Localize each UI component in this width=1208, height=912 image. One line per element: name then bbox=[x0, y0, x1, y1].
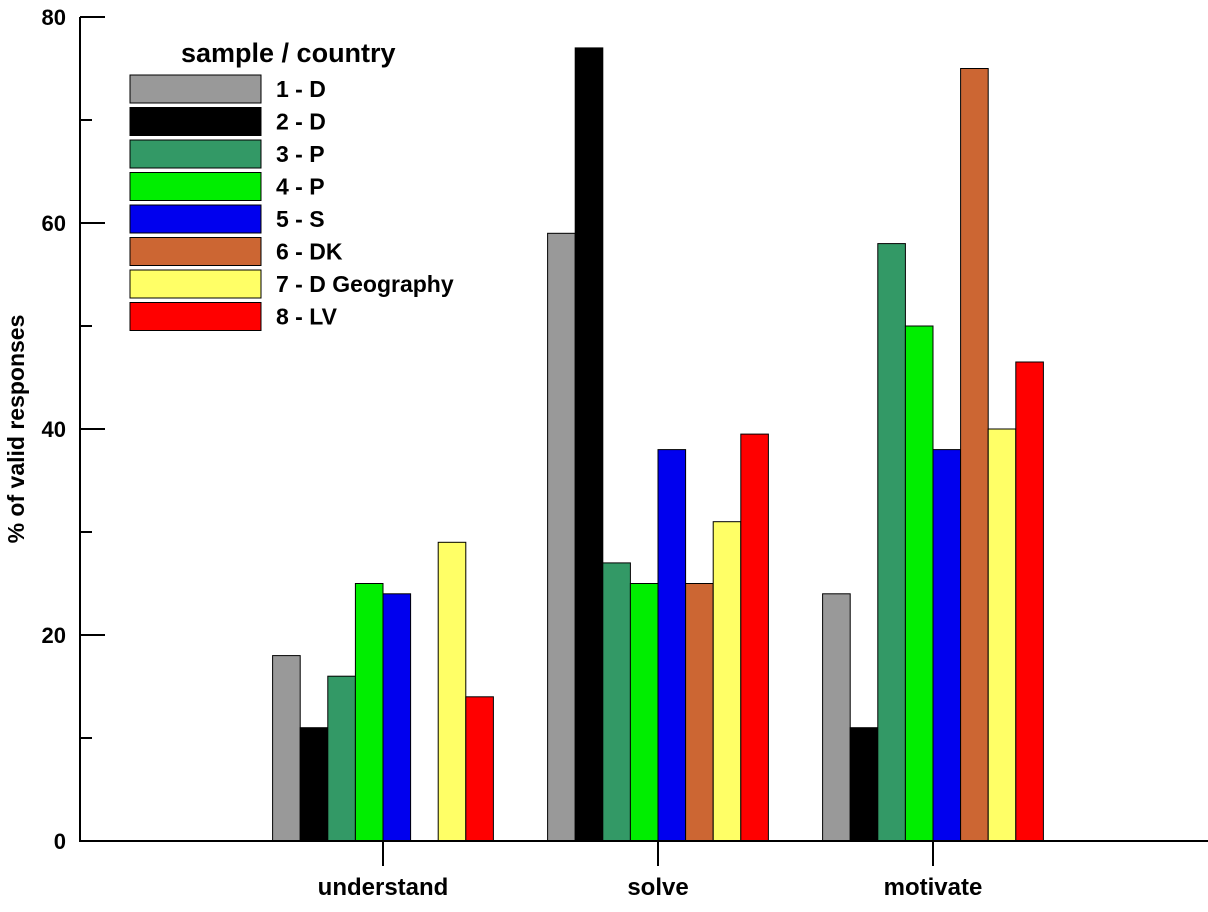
legend-label-6: 6 - DK bbox=[276, 239, 343, 265]
legend-swatch-7 bbox=[129, 269, 262, 299]
bar-motivate-6 bbox=[960, 68, 989, 842]
legend-swatch-8 bbox=[129, 302, 262, 331]
legend-label-7: 7 - D Geography bbox=[276, 271, 454, 297]
legend-label-8: 8 - LV bbox=[276, 304, 338, 330]
bar-understand-8 bbox=[465, 696, 494, 842]
bar-understand-7 bbox=[437, 541, 467, 842]
bar-solve-8 bbox=[740, 433, 769, 842]
bar-motivate-5 bbox=[932, 449, 962, 842]
bar-solve-1 bbox=[547, 232, 576, 842]
legend-swatch-4 bbox=[129, 172, 262, 201]
x-tick-label-solve: solve bbox=[627, 874, 688, 901]
legend-label-3: 3 - P bbox=[276, 141, 325, 167]
legend-swatch-2 bbox=[129, 107, 262, 136]
bar-solve-3 bbox=[602, 562, 631, 842]
bar-understand-5 bbox=[382, 593, 412, 842]
bar-motivate-8 bbox=[1015, 361, 1044, 842]
y-tick-label: 0 bbox=[54, 829, 66, 854]
legend-swatch-6 bbox=[129, 237, 262, 266]
y-tick-label: 20 bbox=[42, 623, 66, 648]
legend: sample / country 1 - D 2 - D 3 - P 4 - P 5 -… bbox=[129, 38, 454, 331]
legend-label-2: 2 - D bbox=[276, 109, 326, 135]
bar-motivate-2 bbox=[849, 727, 879, 842]
y-tick-label: 40 bbox=[42, 417, 66, 442]
bar-understand-1 bbox=[272, 655, 301, 842]
axes: 0 20 40 60 80 understand solve motivate bbox=[42, 5, 1208, 901]
bar-solve-2 bbox=[574, 47, 604, 842]
legend-label-5: 5 - S bbox=[276, 206, 325, 232]
bar-motivate-7 bbox=[987, 428, 1017, 842]
y-axis-title-group: % of valid responses bbox=[3, 315, 29, 544]
bar-solve-4 bbox=[629, 583, 659, 842]
legend-swatch-1 bbox=[129, 74, 262, 104]
x-tick-label-understand: understand bbox=[318, 874, 449, 901]
legend-title: sample / country bbox=[181, 38, 396, 68]
bar-motivate-1 bbox=[822, 593, 851, 842]
bar-understand-3 bbox=[327, 675, 356, 842]
bar-understand-4 bbox=[354, 583, 384, 842]
legend-label-1: 1 - D bbox=[276, 76, 326, 102]
bar-motivate-3 bbox=[877, 243, 906, 842]
bar-solve-7 bbox=[712, 521, 742, 842]
legend-swatch-5 bbox=[129, 204, 262, 234]
legend-swatch-3 bbox=[129, 139, 262, 169]
bar-understand-2 bbox=[299, 727, 329, 842]
y-tick-label: 60 bbox=[42, 211, 66, 236]
bar-motivate-4 bbox=[904, 325, 934, 842]
bar-solve-6 bbox=[685, 583, 714, 842]
legend-label-4: 4 - P bbox=[276, 174, 325, 200]
y-tick-label: 80 bbox=[42, 5, 66, 30]
bar-solve-5 bbox=[657, 449, 687, 842]
bars bbox=[272, 47, 1044, 842]
y-axis-title: % of valid responses bbox=[3, 315, 29, 544]
x-tick-label-motivate: motivate bbox=[884, 874, 983, 901]
